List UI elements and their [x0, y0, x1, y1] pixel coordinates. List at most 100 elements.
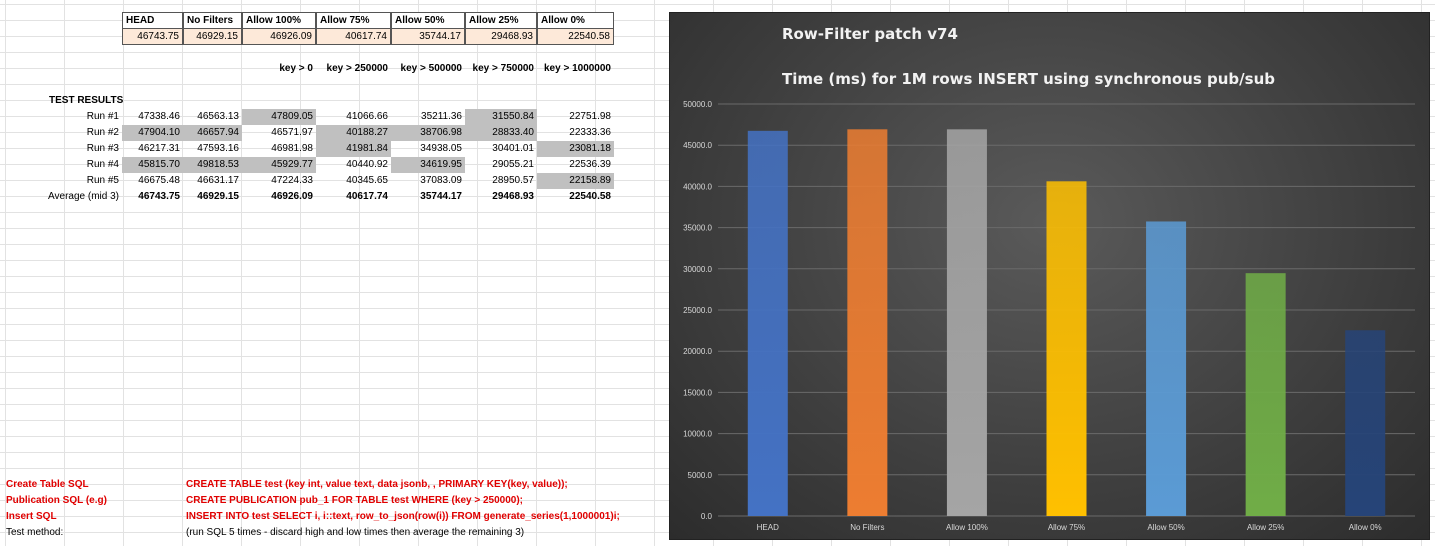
- y-tick-label: 10000.0: [683, 430, 712, 439]
- result-cell[interactable]: 34619.95: [391, 157, 465, 173]
- average-cell[interactable]: 46743.75: [122, 28, 183, 45]
- bar: [747, 130, 788, 517]
- y-tick-label: 30000.0: [683, 265, 712, 274]
- key-label-cell[interactable]: key > 1000000: [543, 63, 611, 74]
- y-tick-label: 20000.0: [683, 347, 712, 356]
- result-cell[interactable]: 47593.16: [197, 143, 239, 154]
- result-cell[interactable]: 47809.05: [242, 109, 316, 125]
- bar: [1046, 181, 1087, 517]
- result-cell[interactable]: 47224.33: [271, 175, 313, 186]
- bar: [1245, 273, 1286, 516]
- publication-sql[interactable]: CREATE PUBLICATION pub_1 FOR TABLE test …: [186, 495, 523, 506]
- average-cell[interactable]: 35744.17: [391, 28, 465, 45]
- result-cell[interactable]: 46563.13: [197, 111, 239, 122]
- x-tick-label: HEAD: [757, 523, 779, 532]
- run-label[interactable]: Run #2: [86, 127, 119, 138]
- average-label[interactable]: Average (mid 3): [48, 191, 119, 202]
- average-result-cell[interactable]: 40617.74: [346, 191, 388, 202]
- result-cell[interactable]: 30401.01: [492, 143, 534, 154]
- result-cell[interactable]: 49818.53: [183, 157, 242, 173]
- result-cell[interactable]: 46981.98: [271, 143, 313, 154]
- chart-subtitle: Time (ms) for 1M rows INSERT using synch…: [782, 70, 1275, 88]
- bar: [847, 129, 888, 516]
- average-cell[interactable]: 46929.15: [183, 28, 242, 45]
- result-cell[interactable]: 47338.46: [138, 111, 180, 122]
- y-tick-label: 35000.0: [683, 224, 712, 233]
- average-result-cell[interactable]: 22540.58: [569, 191, 611, 202]
- result-cell[interactable]: 34938.05: [420, 143, 462, 154]
- result-cell[interactable]: 46217.31: [138, 143, 180, 154]
- method-label[interactable]: Test method:: [6, 527, 64, 538]
- create-table-sql[interactable]: CREATE TABLE test (key int, value text, …: [186, 479, 568, 490]
- key-label-cell[interactable]: key > 500000: [400, 63, 462, 74]
- result-cell[interactable]: 22158.89: [537, 173, 614, 189]
- average-cell[interactable]: 22540.58: [537, 28, 614, 45]
- result-cell[interactable]: 28950.57: [492, 175, 534, 186]
- y-tick-label: 40000.0: [683, 182, 712, 191]
- run-label[interactable]: Run #3: [86, 143, 119, 154]
- run-label[interactable]: Run #4: [86, 159, 119, 170]
- header-cell[interactable]: Allow 0%: [537, 12, 614, 29]
- y-tick-label: 50000.0: [683, 100, 712, 109]
- result-cell[interactable]: 40188.27: [316, 125, 391, 141]
- result-cell[interactable]: 45929.77: [242, 157, 316, 173]
- result-cell[interactable]: 23081.18: [537, 141, 614, 157]
- average-result-cell[interactable]: 29468.93: [492, 191, 534, 202]
- result-cell[interactable]: 45815.70: [122, 157, 183, 173]
- bar: [1146, 221, 1187, 517]
- result-cell[interactable]: 29055.21: [492, 159, 534, 170]
- test-results-label[interactable]: TEST RESULTS: [49, 95, 124, 106]
- x-tick-label: Allow 75%: [1048, 523, 1085, 532]
- average-cell[interactable]: 40617.74: [316, 28, 391, 45]
- run-label[interactable]: Run #1: [86, 111, 119, 122]
- y-tick-label: 45000.0: [683, 141, 712, 150]
- method-text[interactable]: (run SQL 5 times - discard high and low …: [186, 527, 525, 538]
- result-cell[interactable]: 46675.48: [138, 175, 180, 186]
- header-cell[interactable]: Allow 100%: [242, 12, 316, 29]
- result-cell[interactable]: 37083.09: [420, 175, 462, 186]
- average-result-cell[interactable]: 46743.75: [138, 191, 180, 202]
- header-cell[interactable]: No Filters: [183, 12, 242, 29]
- header-cell[interactable]: HEAD: [122, 12, 183, 29]
- insert-label[interactable]: Insert SQL: [6, 511, 57, 522]
- result-cell[interactable]: 35211.36: [421, 111, 462, 122]
- create-table-label[interactable]: Create Table SQL: [6, 479, 89, 490]
- insert-sql[interactable]: INSERT INTO test SELECT i, i::text, row_…: [186, 511, 620, 522]
- average-cell[interactable]: 46926.09: [242, 28, 316, 45]
- average-result-cell[interactable]: 46929.15: [197, 191, 239, 202]
- chart-svg: Row-Filter patch v74 Time (ms) for 1M row…: [683, 25, 1415, 532]
- average-result-cell[interactable]: 35744.17: [420, 191, 462, 202]
- average-result-cell[interactable]: 46926.09: [271, 191, 313, 202]
- average-cell[interactable]: 29468.93: [465, 28, 537, 45]
- x-tick-label: Allow 100%: [946, 523, 988, 532]
- key-label-cell[interactable]: key > 750000: [472, 63, 534, 74]
- run-label[interactable]: Run #5: [86, 175, 119, 186]
- chart-title: Row-Filter patch v74: [782, 25, 958, 43]
- header-cell[interactable]: Allow 75%: [316, 12, 391, 29]
- header-cell[interactable]: Allow 50%: [391, 12, 465, 29]
- result-cell[interactable]: 47904.10: [122, 125, 183, 141]
- result-cell[interactable]: 46631.17: [197, 175, 239, 186]
- bar-chart[interactable]: Row-Filter patch v74 Time (ms) for 1M row…: [669, 12, 1430, 540]
- result-cell[interactable]: 22333.36: [569, 127, 611, 138]
- bar: [946, 129, 987, 516]
- x-tick-label: No Filters: [850, 523, 884, 532]
- result-cell[interactable]: 46657.94: [183, 125, 242, 141]
- publication-label[interactable]: Publication SQL (e.g): [6, 495, 107, 506]
- result-cell[interactable]: 40345.65: [346, 175, 388, 186]
- result-cell[interactable]: 46571.97: [271, 127, 313, 138]
- header-cell[interactable]: Allow 25%: [465, 12, 537, 29]
- result-cell[interactable]: 22536.39: [569, 159, 611, 170]
- x-tick-label: Allow 50%: [1147, 523, 1184, 532]
- result-cell[interactable]: 41981.84: [316, 141, 391, 157]
- result-cell[interactable]: 38706.98: [391, 125, 465, 141]
- result-cell[interactable]: 31550.84: [465, 109, 537, 125]
- result-cell[interactable]: 41066.66: [346, 111, 388, 122]
- key-label-cell[interactable]: key > 0: [279, 63, 313, 74]
- result-cell[interactable]: 22751.98: [569, 111, 611, 122]
- key-label-cell[interactable]: key > 250000: [326, 63, 388, 74]
- result-cell[interactable]: 40440.92: [346, 159, 388, 170]
- y-tick-label: 0.0: [701, 512, 713, 521]
- result-cell[interactable]: 28833.40: [465, 125, 537, 141]
- x-tick-label: Allow 0%: [1349, 523, 1382, 532]
